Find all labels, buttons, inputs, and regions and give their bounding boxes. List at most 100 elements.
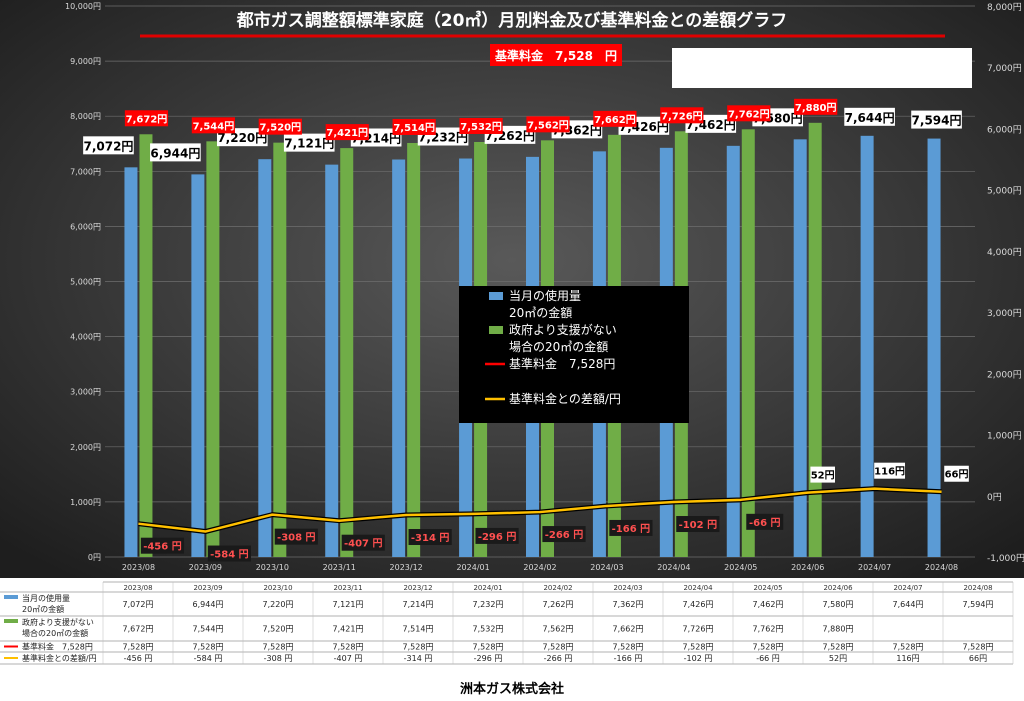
y-tick-label-right: 4,000円 (987, 247, 1022, 258)
y-tick-label-right: 2,000円 (987, 369, 1022, 380)
difference-label-box (475, 527, 519, 544)
table-cell: 7,220円 (263, 600, 294, 609)
table-cell: 7,072円 (123, 600, 154, 609)
table-cell: -584 円 (194, 654, 223, 663)
table-cell: 7,762円 (753, 625, 784, 634)
legend-label: 場合の20㎥の金額 (509, 339, 608, 354)
y-tick-label-right: -1,000円 (987, 553, 1024, 564)
bar-label-no-support: 7,514円 (393, 122, 435, 134)
x-tick-label: 2023/10 (256, 563, 289, 572)
table-cell: 116円 (896, 654, 919, 663)
table-cell: 7,528円 (543, 643, 574, 652)
difference-label: -314 円 (411, 532, 450, 544)
bar-label-no-support: 7,544円 (193, 120, 235, 132)
bar-label-no-support: 7,726円 (661, 110, 703, 122)
x-tick-label: 2024/05 (724, 563, 757, 572)
difference-label: -407 円 (344, 538, 383, 550)
difference-label: 66円 (945, 469, 969, 481)
table-cell: 7,528円 (263, 643, 294, 652)
table-cell: 7,426円 (683, 600, 714, 609)
bar-label-no-support-box (593, 110, 637, 127)
bar-label-current: 7,644円 (845, 111, 895, 125)
table-cell: 52円 (829, 654, 847, 663)
y-tick-label-left: 5,000円 (70, 278, 101, 287)
legend-label: 政府より支援がない (509, 322, 617, 337)
difference-label-box (944, 465, 969, 482)
table-cell: -456 円 (124, 654, 153, 663)
x-tick-label: 2024/04 (657, 563, 690, 572)
table-cell: 7,672円 (123, 625, 154, 634)
table-cell: 7,544円 (193, 625, 224, 634)
table-cell: 7,880円 (823, 625, 854, 634)
y-tick-label-left: 7,000円 (70, 167, 101, 176)
white-box (672, 48, 972, 88)
table-cell: 7,594円 (963, 600, 994, 609)
bar-label-no-support-box (459, 117, 503, 134)
bar-label-current-box (844, 107, 895, 126)
table-header: 2024/08 (963, 584, 992, 592)
legend-swatch (489, 292, 503, 300)
table-cell: -314 円 (404, 654, 433, 663)
table-row-label: 20㎥の金額 (22, 604, 64, 614)
y-tick-label-left: 10,000円 (65, 2, 101, 11)
bar-label-no-support-box (191, 117, 235, 134)
bar-label-no-support: 7,520円 (259, 122, 301, 134)
bar-no-support (407, 142, 421, 557)
bar-current-month (258, 159, 272, 558)
table-cell: 7,580円 (823, 600, 854, 609)
table-cell: 7,214円 (403, 600, 434, 609)
difference-label-box (746, 513, 784, 530)
bar-label-no-support-box (526, 116, 570, 133)
bar-no-support (273, 142, 287, 557)
table-row-label: 当月の使用量 (22, 593, 70, 603)
bar-no-support (808, 122, 822, 557)
base-label-box (490, 44, 622, 66)
difference-label: -66 円 (749, 517, 781, 529)
bar-no-support (340, 148, 354, 557)
y-tick-label-left: 2,000円 (70, 443, 101, 452)
legend-label: 基準料金 7,528円 (509, 356, 615, 371)
table-cell: 7,121円 (333, 600, 364, 609)
base-label-text: 基準料金 7,528 円 (494, 48, 617, 63)
bar-label-no-support-box (392, 118, 436, 135)
table-cell: 7,562円 (543, 625, 574, 634)
table-row-label: 政府より支援がない (22, 617, 94, 627)
legend-swatch (489, 326, 503, 334)
bar-label-current-box (150, 143, 201, 162)
table-cell: -296 円 (474, 654, 503, 663)
table-cell: 7,262円 (543, 600, 574, 609)
difference-line (138, 487, 942, 533)
difference-label-box (341, 534, 385, 551)
y-tick-label-right: 7,000円 (987, 63, 1022, 74)
bar-current-month (726, 145, 740, 557)
y-tick-label-left: 9,000円 (70, 57, 101, 66)
bar-label-no-support: 7,532円 (460, 121, 502, 133)
y-tick-label-left: 1,000円 (70, 498, 101, 507)
difference-label-box (207, 545, 251, 562)
table-cell: 7,362円 (613, 600, 644, 609)
x-tick-label: 2023/09 (189, 563, 222, 572)
difference-label-box (874, 462, 906, 479)
table-cell: -66 円 (756, 654, 780, 663)
bar-label-current-box (283, 133, 335, 152)
table-row-label: 基準料金 7,528円 (22, 642, 93, 652)
x-tick-label: 2024/02 (523, 563, 556, 572)
difference-label: 116円 (874, 466, 905, 478)
difference-label-box (542, 526, 586, 543)
table-cell: -102 円 (684, 654, 713, 663)
x-tick-label: 2024/07 (858, 563, 891, 572)
table-header: 2023/10 (263, 584, 292, 592)
bar-label-current: 7,594円 (912, 114, 962, 128)
difference-label: 52円 (811, 470, 835, 482)
x-tick-label: 2023/12 (390, 563, 423, 572)
table-cell: -266 円 (544, 654, 573, 663)
bar-current-month (860, 135, 874, 557)
bar-current-month (191, 174, 205, 557)
bar-current-month (124, 167, 138, 557)
table-header: 2024/06 (823, 584, 853, 592)
bar-label-current: 7,220円 (217, 131, 267, 145)
difference-label-box (676, 516, 720, 533)
bar-label-no-support-box (325, 124, 369, 141)
